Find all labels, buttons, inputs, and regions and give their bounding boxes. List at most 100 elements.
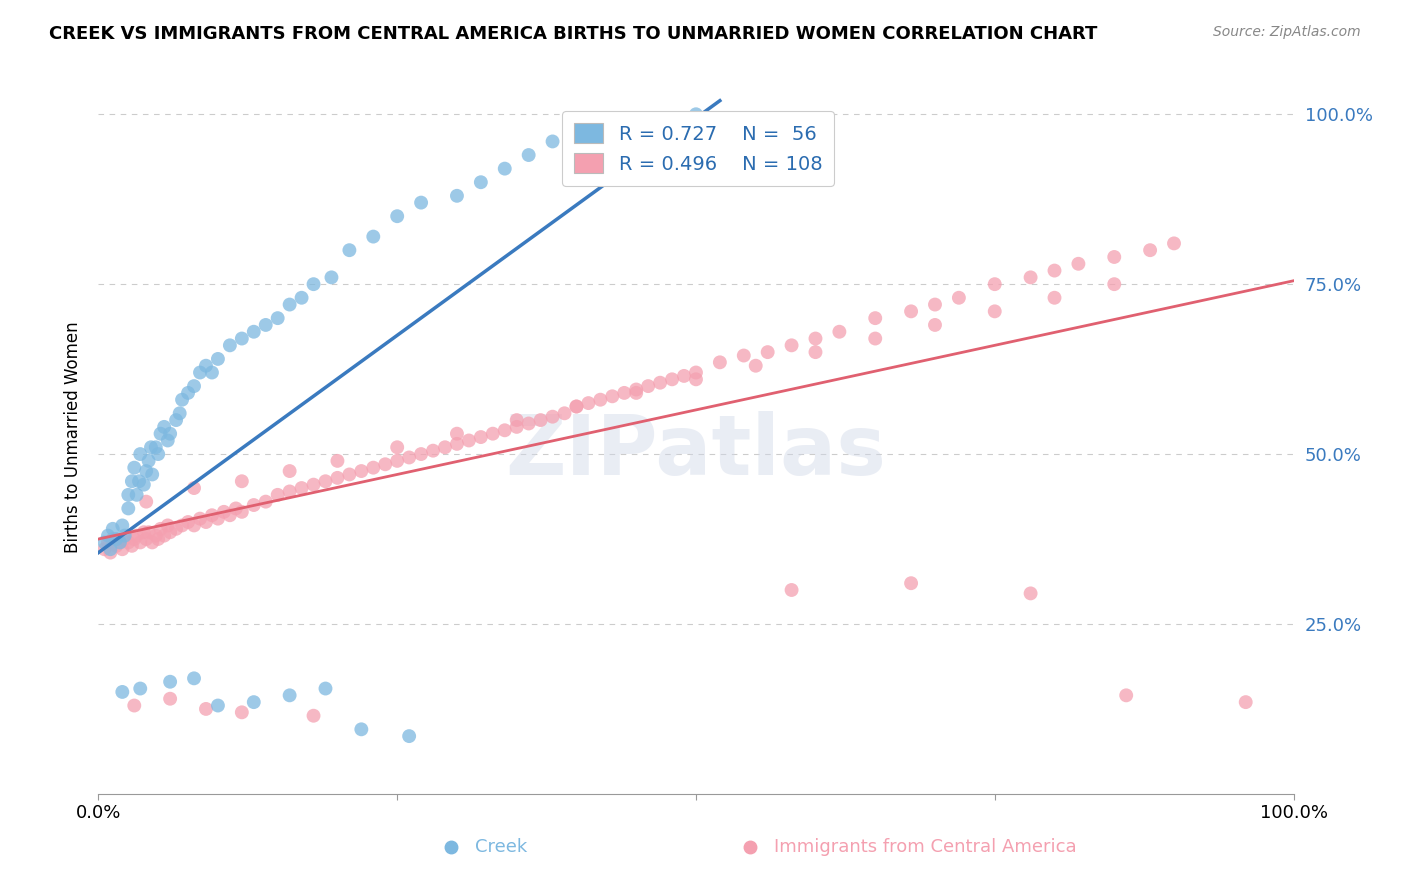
Point: [177, 385, 200, 400]
Point: [326, 454, 349, 468]
Point: [517, 417, 540, 431]
Point: [385, 440, 409, 454]
Point: [188, 366, 211, 380]
Point: [398, 450, 420, 465]
Point: [685, 372, 707, 386]
Point: [321, 270, 343, 285]
Point: [506, 413, 529, 427]
Point: [1163, 236, 1185, 251]
Point: [117, 501, 139, 516]
Point: [207, 511, 229, 525]
Point: [149, 426, 172, 441]
Point: [1139, 243, 1161, 257]
Point: [434, 440, 457, 454]
Point: [302, 708, 325, 723]
Point: [225, 501, 247, 516]
Point: [458, 434, 481, 448]
Point: [900, 576, 922, 591]
Point: [153, 420, 176, 434]
Point: [828, 325, 851, 339]
Point: [745, 359, 768, 373]
Point: [145, 528, 167, 542]
Point: [494, 423, 516, 437]
Point: [685, 366, 707, 380]
Point: [541, 409, 564, 424]
Point: [733, 349, 755, 363]
Point: [135, 494, 157, 508]
Point: [188, 511, 211, 525]
Point: [97, 535, 120, 549]
Point: [129, 535, 152, 549]
Point: [97, 528, 120, 542]
Point: [780, 582, 803, 597]
Point: [177, 515, 200, 529]
Point: [243, 325, 266, 339]
Point: [648, 376, 672, 390]
Point: [129, 447, 152, 461]
Point: [494, 161, 516, 176]
Point: [219, 508, 242, 523]
Point: [1104, 277, 1126, 292]
Point: [565, 400, 588, 414]
Point: [267, 311, 290, 326]
Point: [602, 389, 624, 403]
Point: [900, 304, 922, 318]
Point: [159, 691, 181, 706]
Point: [212, 505, 235, 519]
Point: [231, 332, 253, 346]
Point: [183, 518, 205, 533]
Point: [148, 447, 170, 461]
Point: [756, 345, 779, 359]
Text: ZIPatlas: ZIPatlas: [506, 411, 886, 491]
Point: [132, 477, 155, 491]
Point: [124, 532, 146, 546]
Point: [637, 379, 659, 393]
Point: [411, 195, 433, 210]
Point: [125, 528, 148, 542]
Point: [278, 484, 301, 499]
Point: [165, 413, 187, 427]
Point: [446, 426, 468, 441]
Point: [398, 729, 420, 743]
Point: [1043, 263, 1066, 277]
Point: [780, 338, 803, 352]
Point: [661, 372, 683, 386]
Point: [422, 443, 444, 458]
Point: [183, 379, 205, 393]
Point: [924, 318, 946, 332]
Point: [219, 338, 242, 352]
Point: [517, 148, 540, 162]
Point: [121, 539, 143, 553]
Point: [626, 383, 648, 397]
Point: [156, 518, 179, 533]
Point: [138, 525, 160, 540]
Point: [243, 498, 266, 512]
Point: [149, 522, 172, 536]
Point: [207, 351, 229, 366]
Legend: R = 0.727    N =  56, R = 0.496    N = 108: R = 0.727 N = 56, R = 0.496 N = 108: [562, 112, 834, 186]
Point: [138, 454, 160, 468]
Point: [554, 406, 576, 420]
Point: [924, 297, 946, 311]
Point: [231, 706, 253, 720]
Point: [506, 420, 529, 434]
Point: [865, 332, 887, 346]
Point: [481, 426, 505, 441]
Point: [135, 532, 157, 546]
Text: CREEK VS IMMIGRANTS FROM CENTRAL AMERICA BIRTHS TO UNMARRIED WOMEN CORRELATION C: CREEK VS IMMIGRANTS FROM CENTRAL AMERICA…: [49, 25, 1098, 43]
Point: [117, 488, 139, 502]
Point: [101, 532, 124, 546]
Point: [153, 528, 176, 542]
Point: [159, 674, 181, 689]
Text: Source: ZipAtlas.com: Source: ZipAtlas.com: [1213, 25, 1361, 39]
Point: [673, 368, 696, 383]
Point: [105, 539, 128, 553]
Text: Creek: Creek: [475, 838, 527, 856]
Point: [156, 434, 179, 448]
Point: [1067, 257, 1090, 271]
Point: [626, 385, 648, 400]
Point: [93, 542, 115, 557]
Point: [1115, 689, 1137, 703]
Point: [135, 464, 157, 478]
Point: [315, 475, 337, 489]
